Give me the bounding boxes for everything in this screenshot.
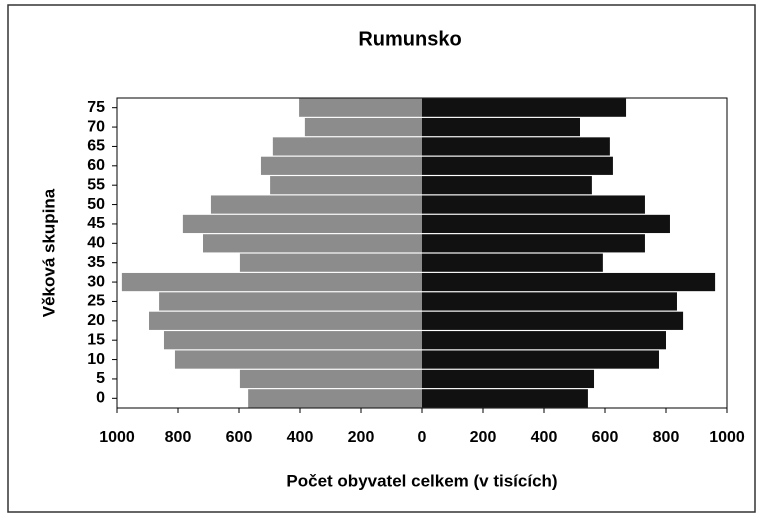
bar [260, 156, 422, 175]
bar [239, 253, 422, 272]
bar [422, 98, 627, 117]
x-tick-label: 400 [531, 429, 558, 446]
bar [422, 195, 645, 214]
bar [149, 311, 422, 330]
bar [270, 176, 422, 195]
bar [422, 234, 645, 253]
bar [422, 253, 603, 272]
x-tick-label: 1000 [709, 429, 745, 446]
y-tick-label: 15 [87, 331, 105, 348]
bar [163, 331, 422, 350]
y-tick-label: 10 [87, 351, 105, 368]
bar [422, 214, 670, 234]
x-tick-label: 1000 [99, 429, 135, 446]
bar [203, 234, 422, 253]
bar [422, 331, 666, 350]
bar [299, 98, 422, 117]
bar [422, 156, 613, 175]
bar [239, 369, 422, 389]
chart-title: Rumunsko [358, 28, 461, 50]
y-tick-label: 50 [87, 196, 105, 213]
bar [159, 292, 422, 311]
y-tick-label: 60 [87, 157, 105, 174]
bar [422, 350, 659, 369]
x-tick-label: 400 [287, 429, 314, 446]
x-axis-label: Počet obyvatel celkem (v tisících) [286, 471, 557, 490]
y-tick-label: 5 [96, 370, 105, 387]
bar [248, 389, 422, 408]
bar [304, 117, 422, 137]
y-tick-label: 35 [87, 254, 105, 271]
y-tick-label: 0 [96, 390, 105, 407]
bar [182, 214, 422, 234]
bar [422, 292, 677, 311]
bar [422, 176, 592, 195]
bar [422, 137, 610, 156]
x-tick-label: 200 [470, 429, 497, 446]
y-tick-label: 25 [87, 293, 105, 310]
bar [422, 389, 588, 408]
x-tick-label: 800 [165, 429, 192, 446]
y-tick-label: 70 [87, 118, 105, 135]
y-tick-label: 40 [87, 235, 105, 252]
bar [272, 137, 422, 156]
bar [174, 350, 422, 369]
bar [422, 311, 684, 330]
x-tick-label: 600 [592, 429, 619, 446]
bar [422, 369, 595, 389]
x-tick-label: 600 [226, 429, 253, 446]
y-tick-label: 45 [87, 215, 105, 232]
bar [422, 117, 580, 137]
y-tick-label: 55 [87, 176, 105, 193]
y-tick-label: 65 [87, 138, 105, 155]
y-tick-label: 75 [87, 99, 105, 116]
bar [121, 272, 422, 292]
x-tick-label: 800 [653, 429, 680, 446]
bar [210, 195, 422, 214]
x-tick-label: 200 [348, 429, 375, 446]
bar [422, 272, 716, 292]
y-tick-label: 30 [87, 273, 105, 290]
y-tick-label: 20 [87, 312, 105, 329]
x-tick-label: 0 [418, 429, 427, 446]
y-axis-label: Věková skupina [39, 188, 58, 317]
